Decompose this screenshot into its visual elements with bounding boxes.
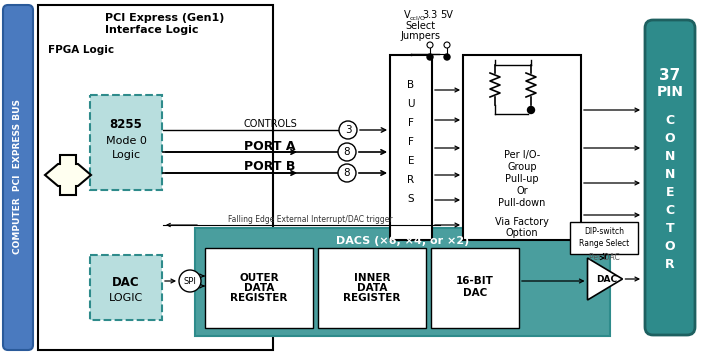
Text: O: O — [665, 131, 675, 144]
Text: Select: Select — [405, 21, 435, 31]
Polygon shape — [588, 258, 623, 300]
Text: PIN: PIN — [657, 85, 683, 99]
Text: C: C — [665, 203, 675, 217]
Circle shape — [339, 121, 357, 139]
Text: T: T — [666, 222, 675, 235]
Circle shape — [427, 42, 433, 48]
FancyBboxPatch shape — [318, 248, 426, 328]
Circle shape — [338, 143, 356, 161]
Text: REGISTER: REGISTER — [230, 293, 288, 303]
Text: U: U — [408, 99, 415, 109]
Text: Via Factory: Via Factory — [495, 217, 549, 227]
Circle shape — [427, 54, 433, 60]
Text: Per I/O-: Per I/O- — [504, 150, 540, 160]
Text: Or: Or — [516, 186, 528, 196]
Text: N: N — [665, 149, 675, 163]
FancyBboxPatch shape — [205, 248, 313, 328]
Text: O: O — [665, 240, 675, 252]
Text: 3.3: 3.3 — [423, 10, 438, 20]
Text: V: V — [404, 10, 410, 20]
Text: 16-BIT: 16-BIT — [456, 276, 494, 286]
Text: Group: Group — [507, 162, 537, 172]
Text: Pull-up: Pull-up — [505, 174, 539, 184]
Text: CONTROLS: CONTROLS — [243, 119, 297, 129]
Text: DIP-switch: DIP-switch — [584, 228, 624, 236]
Text: 3: 3 — [345, 125, 351, 135]
Text: PCI Express (Gen1): PCI Express (Gen1) — [105, 13, 225, 23]
Text: S: S — [408, 194, 414, 204]
Text: DATA: DATA — [244, 283, 274, 293]
Text: INNER: INNER — [354, 273, 390, 283]
Text: E: E — [666, 186, 674, 198]
Circle shape — [338, 164, 356, 182]
Text: F: F — [408, 137, 414, 147]
Text: FPGA Logic: FPGA Logic — [48, 45, 114, 55]
Text: R: R — [665, 257, 675, 271]
Text: OUTER: OUTER — [239, 273, 279, 283]
Text: C: C — [665, 114, 675, 126]
Circle shape — [528, 106, 534, 114]
Text: DAC: DAC — [112, 277, 140, 289]
Text: Jumpers: Jumpers — [400, 31, 440, 41]
FancyBboxPatch shape — [431, 248, 519, 328]
Text: Falling Edge External Interrupt/DAC trigger: Falling Edge External Interrupt/DAC trig… — [228, 215, 392, 224]
Text: COMPUTER  PCI  EXPRESS BUS: COMPUTER PCI EXPRESS BUS — [14, 99, 22, 255]
FancyBboxPatch shape — [195, 228, 610, 336]
Circle shape — [179, 270, 201, 292]
Text: SPI: SPI — [184, 277, 197, 285]
Text: ccI/O: ccI/O — [410, 16, 426, 21]
Text: E: E — [408, 156, 414, 166]
FancyBboxPatch shape — [38, 5, 273, 350]
Text: DAC: DAC — [463, 288, 487, 298]
FancyBboxPatch shape — [90, 95, 162, 190]
Circle shape — [444, 54, 450, 60]
FancyBboxPatch shape — [570, 222, 638, 254]
Text: 8255: 8255 — [109, 119, 143, 131]
Text: DAC: DAC — [596, 274, 618, 284]
Text: F: F — [408, 118, 414, 128]
Text: Pull-down: Pull-down — [498, 198, 546, 208]
Text: R: R — [408, 175, 415, 185]
Text: Interface Logic: Interface Logic — [105, 25, 199, 35]
Text: N: N — [665, 168, 675, 180]
Text: 8: 8 — [343, 147, 351, 157]
Circle shape — [444, 42, 450, 48]
Text: PORT B: PORT B — [244, 160, 296, 174]
Text: DATA: DATA — [357, 283, 387, 293]
Text: 8: 8 — [343, 168, 351, 178]
Text: B: B — [408, 80, 415, 90]
Text: DACS (×6, ×4, or ×2): DACS (×6, ×4, or ×2) — [336, 236, 469, 246]
Text: REGISTER: REGISTER — [343, 293, 401, 303]
Text: 5V: 5V — [441, 10, 454, 20]
Text: Mode 0: Mode 0 — [106, 136, 146, 146]
Polygon shape — [45, 155, 91, 195]
Text: 37: 37 — [660, 67, 680, 82]
FancyBboxPatch shape — [390, 55, 432, 240]
Text: Per DAC: Per DAC — [589, 252, 619, 262]
Text: LOGIC: LOGIC — [109, 293, 143, 303]
FancyBboxPatch shape — [3, 5, 33, 350]
Text: Option: Option — [505, 228, 539, 238]
FancyBboxPatch shape — [463, 55, 581, 240]
Text: Range Select: Range Select — [579, 239, 629, 247]
FancyBboxPatch shape — [90, 255, 162, 320]
FancyBboxPatch shape — [645, 20, 695, 335]
Text: PORT A: PORT A — [244, 140, 296, 153]
Text: Logic: Logic — [112, 150, 140, 160]
